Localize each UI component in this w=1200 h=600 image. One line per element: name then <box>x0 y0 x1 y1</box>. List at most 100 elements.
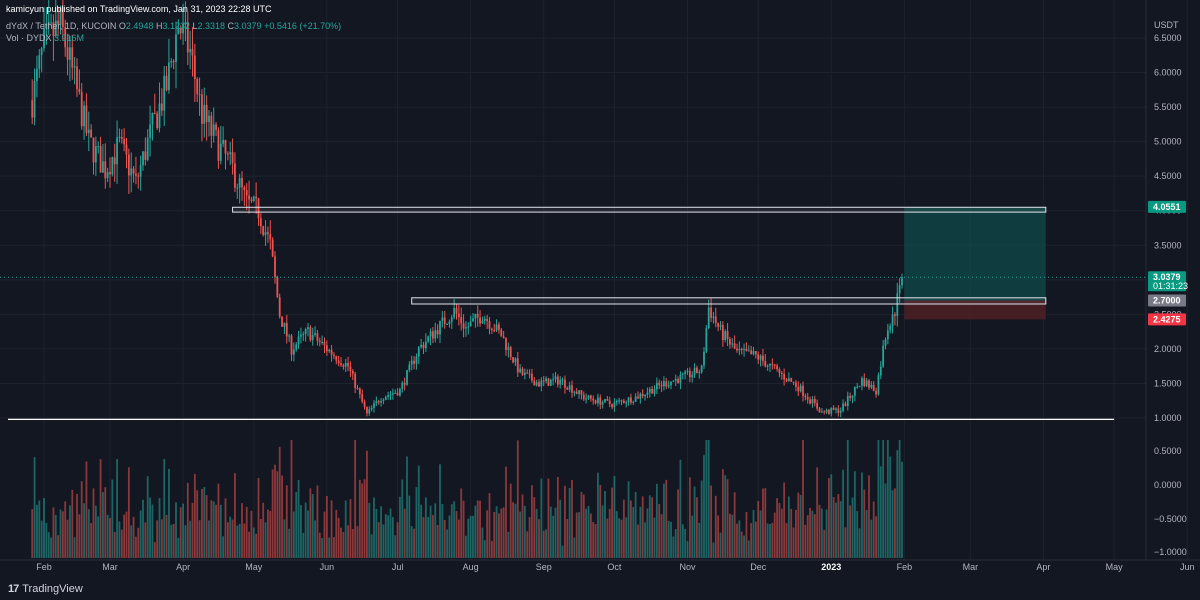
symbol-legend[interactable]: dYdX / Tether, 1D, KUCOIN O2.4948 H3.123… <box>6 21 341 31</box>
volume-bar <box>109 518 111 558</box>
volume-bar <box>217 483 220 558</box>
candle-body <box>896 293 899 316</box>
candle-body <box>191 49 194 56</box>
candle-body <box>674 378 677 381</box>
candle-body <box>495 324 498 331</box>
volume-bar <box>144 522 147 558</box>
volume-bar <box>483 540 486 558</box>
candle-body <box>882 345 885 367</box>
candle-body <box>403 382 406 385</box>
volume-bar <box>627 481 630 558</box>
volume-bar <box>92 488 95 558</box>
volume-bar <box>759 510 762 558</box>
volume-bar <box>630 500 632 558</box>
candle-body <box>198 94 201 96</box>
volume-bar <box>592 521 595 558</box>
candle-body <box>212 124 215 136</box>
volume-bar <box>156 520 159 558</box>
candle-body <box>802 385 804 396</box>
volume-bar <box>38 500 41 558</box>
volume-bar <box>97 516 100 558</box>
volume-bar <box>276 471 279 558</box>
volume-bar <box>212 501 215 558</box>
volume-bar <box>884 483 887 558</box>
volume-bar <box>729 513 731 558</box>
volume-legend[interactable]: Vol · DYDX 3.916M <box>6 33 84 43</box>
volume-bar <box>281 475 283 558</box>
volume-bar <box>879 466 882 558</box>
candle-body <box>877 375 880 395</box>
volume-bar <box>500 508 503 558</box>
candle-body <box>217 129 220 161</box>
volume-bar <box>790 508 793 558</box>
candle-body <box>241 178 243 188</box>
candle-body <box>717 322 720 327</box>
candle-body <box>516 358 519 373</box>
candle-body <box>448 321 451 325</box>
candle-body <box>288 335 291 337</box>
candle-body <box>111 157 114 175</box>
volume-bar <box>509 483 512 558</box>
candle-body <box>151 112 154 125</box>
volume-bar <box>780 508 783 558</box>
candle-body <box>52 22 55 36</box>
candle-body <box>465 327 467 329</box>
candle-body <box>580 390 583 395</box>
volume-bar <box>283 519 286 558</box>
time-axis[interactable]: Feb Mar Apr May Jun Jul Aug Sep Oct Nov Dec 2023 Feb… <box>36 562 1194 572</box>
candle-body <box>474 313 477 319</box>
candle-body <box>839 410 842 413</box>
candle-body <box>158 103 161 129</box>
levels[interactable] <box>0 206 1146 420</box>
candle-body <box>754 351 757 355</box>
volume-bar <box>752 509 755 558</box>
candle-body <box>118 136 121 138</box>
volume-bar <box>691 515 694 558</box>
volume-bar <box>476 500 479 558</box>
volume-bar <box>665 479 668 558</box>
candle-body <box>99 146 102 173</box>
volume-bar <box>490 540 493 558</box>
candle-body <box>38 55 41 69</box>
candle-body <box>304 329 307 334</box>
volume-bar <box>757 500 760 558</box>
candle-body <box>135 173 137 176</box>
candle-body <box>594 400 597 404</box>
volume-bar <box>241 503 243 558</box>
candle-body <box>203 104 206 124</box>
volume-bar <box>135 536 137 558</box>
volume-bar <box>76 493 78 558</box>
candle-body <box>620 400 623 402</box>
volume-bar <box>547 478 550 558</box>
candle-body <box>547 378 550 386</box>
volume-bar <box>234 473 236 558</box>
volume-bar <box>797 492 800 558</box>
candle-body <box>61 7 64 28</box>
volume-bar <box>523 505 526 558</box>
candle-body <box>526 372 529 374</box>
candle-body <box>302 333 305 335</box>
candle-body <box>606 399 609 401</box>
volume-bar <box>641 496 644 558</box>
symbol-name: dYdX / Tether, 1D, KUCOIN <box>6 21 117 31</box>
volume-bar <box>542 530 545 558</box>
price-tag <box>1148 313 1186 326</box>
candle-body <box>521 368 524 375</box>
volume-bar <box>670 521 672 558</box>
volume-bar <box>292 511 295 558</box>
candle-body <box>314 333 316 335</box>
time-tick: Nov <box>679 562 696 572</box>
volume-bar <box>410 526 413 558</box>
candles <box>31 0 903 418</box>
volume-bar <box>889 456 892 558</box>
volume-bar <box>165 514 168 558</box>
volume-bar <box>104 487 107 558</box>
tradingview-footer[interactable]: 17 TradingView <box>8 583 83 595</box>
volume-bar <box>809 508 811 558</box>
candle-body <box>809 399 811 404</box>
candle-body <box>163 75 166 111</box>
volume-bar <box>771 522 774 558</box>
candle-body <box>424 341 427 349</box>
volume-bar <box>363 479 366 558</box>
